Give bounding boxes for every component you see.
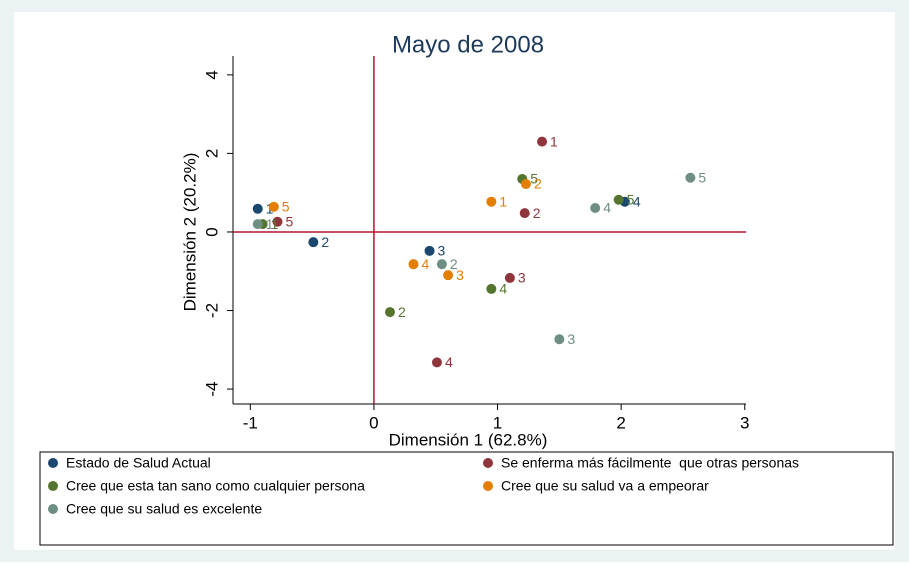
point [252,219,263,230]
point [384,307,395,318]
point-label: 2 [534,176,542,192]
point [685,172,696,183]
legend-label: Se enferma más fácilmente que otras pers… [501,455,799,471]
point-label: 5 [282,199,290,215]
legend-marker [48,458,58,468]
chart-title: Mayo de 2008 [392,31,544,58]
legend-marker [48,481,58,491]
point-label: 4 [445,354,453,370]
point-label: 3 [456,267,464,283]
x-tick-label: 0 [369,413,378,432]
point-label: 2 [321,234,329,250]
point [537,136,548,147]
point-label: 3 [438,243,446,259]
point [443,270,454,281]
point-label: 1 [271,216,279,232]
y-tick-label: 4 [202,70,221,79]
point [436,259,447,270]
point-label: 2 [533,205,541,221]
point [431,357,442,368]
x-tick-label: 2 [616,413,625,432]
x-axis-label: Dimensión 1 (62.8%) [389,430,548,449]
legend-label: Cree que su salud es excelente [66,501,262,517]
point [268,201,279,212]
point [408,259,419,270]
point-label: 1 [499,193,507,209]
x-tick-label: 1 [493,413,502,432]
y-tick-label: -2 [202,303,221,318]
point-label: 1 [266,216,274,232]
point-label: 2 [398,304,406,320]
point [308,237,319,248]
point-label: 5 [698,169,706,185]
y-tick-label: 2 [202,149,221,158]
point [252,203,263,214]
x-tick-label: -1 [243,413,258,432]
point [554,334,565,345]
point-label: 3 [567,331,575,347]
legend-label: Cree que esta tan sano como cualquier pe… [66,478,365,494]
point-label: 3 [518,270,526,286]
legend-label: Cree que su salud va a empeorar [501,478,709,494]
y-axis-label: Dimensión 2 (20.2%) [180,153,199,312]
x-tick-label: 3 [740,413,749,432]
point [272,216,283,227]
point-label: 4 [633,193,641,209]
point-label: 5 [530,171,538,187]
point-label: 4 [603,200,611,216]
legend-marker [483,458,493,468]
legend [39,451,894,546]
point-label: 4 [421,256,429,272]
point [520,179,531,190]
point-label: 5 [627,191,635,207]
y-tick-label: -4 [202,382,221,397]
point [486,283,497,294]
point-label: 5 [286,213,294,229]
point-label: 2 [450,256,458,272]
point [486,196,497,207]
point [424,245,435,256]
point-label: 4 [499,281,507,297]
y-tick-label: 0 [202,227,221,236]
point [590,203,601,214]
legend-marker [48,504,58,514]
legend-label: Estado de Salud Actual [66,455,211,471]
point [613,194,624,205]
point [519,208,530,219]
point-label: 1 [550,133,558,149]
legend-marker [483,481,493,491]
point [504,272,515,283]
